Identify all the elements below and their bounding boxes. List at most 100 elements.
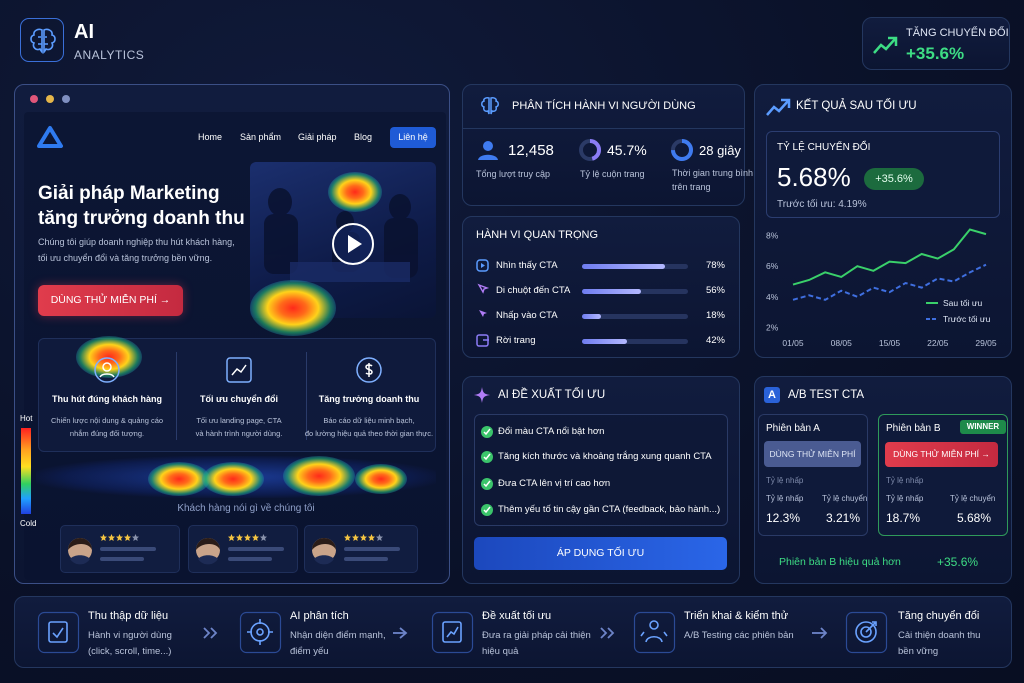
sparkle-icon — [474, 387, 490, 403]
variant-stat-value: 12.3% — [766, 511, 801, 525]
graphic — [100, 557, 144, 561]
graphic — [477, 283, 490, 294]
graphic — [365, 363, 373, 377]
action-name: Rời trang — [496, 335, 536, 346]
step-text: A/B Testing các phiên bản — [684, 630, 794, 641]
step-text: Hành vi người dùng — [88, 630, 172, 641]
stat-value: 28 giây — [699, 143, 741, 158]
trend-icon — [766, 98, 791, 116]
variant-card — [758, 414, 868, 536]
progress-bar — [582, 289, 642, 294]
logo-box — [20, 18, 64, 62]
feature-title: Tối ưu chuyển đổi — [199, 394, 279, 404]
panel-title: HÀNH VI QUAN TRỌNG — [476, 229, 599, 241]
action-value: 78% — [705, 260, 725, 271]
brain-icon — [30, 28, 56, 54]
heat-legend-hot: Hot — [20, 414, 33, 423]
key-actions-panel — [462, 216, 740, 358]
graphic — [124, 534, 131, 541]
graphic — [226, 357, 252, 383]
nav-item[interactable]: Giải pháp — [298, 132, 337, 142]
feature-title: Thu hút đúng khách hàng — [52, 394, 162, 404]
graphic — [231, 364, 247, 376]
heat-legend-cold: Cold — [20, 519, 37, 528]
stat-label: trên trang — [672, 182, 711, 192]
progress-bar — [582, 314, 602, 319]
heatmap-spot — [250, 280, 336, 336]
feature-text: Tối ưu landing page, CTA — [196, 416, 282, 425]
heatmap-spot — [202, 462, 264, 496]
variant-name: Phiên bản A — [766, 423, 820, 434]
apply-button[interactable]: ÁP DỤNG TỐI ƯU — [474, 537, 727, 570]
progress-bar — [582, 339, 627, 344]
testimonial-content — [68, 534, 420, 565]
nav-item[interactable]: Home — [198, 132, 223, 142]
action-icons — [476, 259, 490, 347]
stat-label: Tỷ lệ cuộn trang — [580, 169, 645, 179]
graphic — [483, 141, 493, 151]
nav-item[interactable]: Sản phẩm — [240, 132, 282, 142]
heatmap-spot — [148, 462, 210, 496]
progress-track — [582, 314, 688, 319]
step-text: (click, scroll, time...) — [88, 646, 172, 657]
graphic — [268, 188, 292, 216]
graphic — [100, 534, 107, 541]
heatmap-spot — [328, 172, 382, 212]
heatmap-spot — [283, 456, 355, 496]
feature-text: nhắm đúng đối tượng. — [69, 429, 145, 438]
rate-value: 5.68% — [777, 162, 851, 192]
graphic — [888, 36, 898, 46]
action-value: 56% — [705, 285, 725, 296]
feature-icon — [356, 357, 382, 383]
step-text: Nhận diện điểm mạnh, — [290, 630, 386, 641]
step-title: Triển khai & kiểm thử — [684, 610, 789, 622]
stat-value: 45.7% — [607, 142, 647, 158]
graphic — [196, 534, 284, 564]
rate-before: Trước tối ưu: 4.19% — [777, 199, 867, 210]
suggestion: Tăng kích thước và khoảng trắng xung qua… — [498, 451, 712, 462]
nav-button[interactable]: Liên hệ — [390, 127, 436, 148]
stat-label: Thời gian trung bình — [672, 168, 753, 178]
winner-badge: WINNER — [960, 420, 1006, 434]
step-text: Cải thiện doanh thu — [898, 630, 981, 641]
graphic — [483, 428, 491, 514]
cta-button[interactable]: DÙNG THỬ MIỄN PHÍ → — [38, 285, 183, 316]
feature-icon — [94, 357, 120, 383]
window-dots — [30, 95, 70, 103]
step-title: Tăng chuyển đổi — [898, 610, 980, 622]
graphic — [94, 357, 120, 383]
variant-button: DÙNG THỬ MIỄN PHÍ → — [885, 442, 998, 467]
suggestion: Thêm yếu tố tin cậy gần CTA (feedback, b… — [498, 504, 721, 515]
graphic — [264, 214, 298, 274]
graphic — [478, 154, 498, 160]
graphic — [481, 97, 499, 115]
action-value: 18% — [705, 310, 725, 321]
play-button — [332, 223, 374, 265]
nav-item[interactable]: Blog — [354, 132, 373, 142]
logo-subtitle: ANALYTICS — [74, 48, 145, 62]
heatmap-spot — [355, 464, 407, 494]
graphic — [290, 262, 410, 282]
time-ring — [671, 139, 693, 161]
feature-text: và hành trình người dùng. — [195, 429, 283, 438]
graphic — [766, 100, 789, 116]
graphic — [99, 373, 115, 378]
donut-arc — [579, 139, 601, 161]
step-text: hiệu quả — [482, 646, 519, 657]
divider — [306, 352, 307, 440]
variant-card — [878, 414, 1008, 536]
stat-value: 12,458 — [508, 142, 554, 159]
kpi-box — [862, 17, 1010, 70]
variant-subtitle: Tỷ lệ nhấp — [766, 476, 804, 485]
action-name: Nhấp vào CTA — [496, 310, 558, 321]
suggestion: Đưa CTA lên vị trí cao hơn — [498, 478, 611, 489]
panel-title: KẾT QUẢ SAU TỐI ƯU — [796, 100, 917, 112]
graphic — [43, 28, 56, 54]
variant-button: DÙNG THỬ MIỄN PHÍ — [764, 441, 861, 467]
steps-strip — [14, 596, 1012, 668]
behavior-panel — [462, 84, 745, 206]
variant-stat-value: 3.21% — [826, 511, 861, 525]
variant-stat-value: 18.7% — [886, 511, 921, 525]
graphic — [68, 538, 92, 550]
step-text: điểm yếu — [290, 646, 329, 657]
